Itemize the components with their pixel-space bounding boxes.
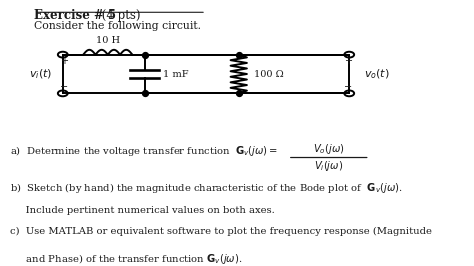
Text: (4 pts): (4 pts): [98, 9, 140, 22]
Text: Exercise # 5: Exercise # 5: [34, 9, 116, 22]
Text: 10 H: 10 H: [96, 36, 120, 45]
Text: and Phase) of the transfer function $\mathbf{G}_v(j\omega)$.: and Phase) of the transfer function $\ma…: [9, 252, 242, 266]
Text: −: −: [60, 82, 68, 92]
Text: a)  Determine the voltage transfer function  $\mathbf{G}_v(j\omega) = $: a) Determine the voltage transfer functi…: [9, 144, 278, 158]
Text: +: +: [345, 56, 352, 66]
Point: [141, 52, 148, 57]
Point: [235, 52, 243, 57]
Point: [141, 91, 148, 95]
Text: 1 mF: 1 mF: [163, 69, 189, 78]
Text: $V_i(j\omega)$: $V_i(j\omega)$: [314, 159, 343, 173]
Text: $v_o(t)$: $v_o(t)$: [364, 67, 389, 81]
Text: −: −: [344, 82, 353, 92]
Text: $v_i(t)$: $v_i(t)$: [29, 67, 53, 81]
Text: c)  Use MATLAB or equivalent software to plot the frequency response (Magnitude: c) Use MATLAB or equivalent software to …: [9, 226, 431, 236]
Point: [235, 91, 243, 95]
Text: b)  Sketch (by hand) the magnitude characteristic of the Bode plot of  $\mathbf{: b) Sketch (by hand) the magnitude charac…: [9, 181, 402, 194]
Text: Consider the following circuit.: Consider the following circuit.: [34, 21, 201, 31]
Text: +: +: [60, 56, 68, 66]
Text: $V_o(j\omega)$: $V_o(j\omega)$: [313, 142, 345, 156]
Text: Include pertinent numerical values on both axes.: Include pertinent numerical values on bo…: [9, 206, 274, 215]
Text: 100 Ω: 100 Ω: [254, 69, 284, 78]
